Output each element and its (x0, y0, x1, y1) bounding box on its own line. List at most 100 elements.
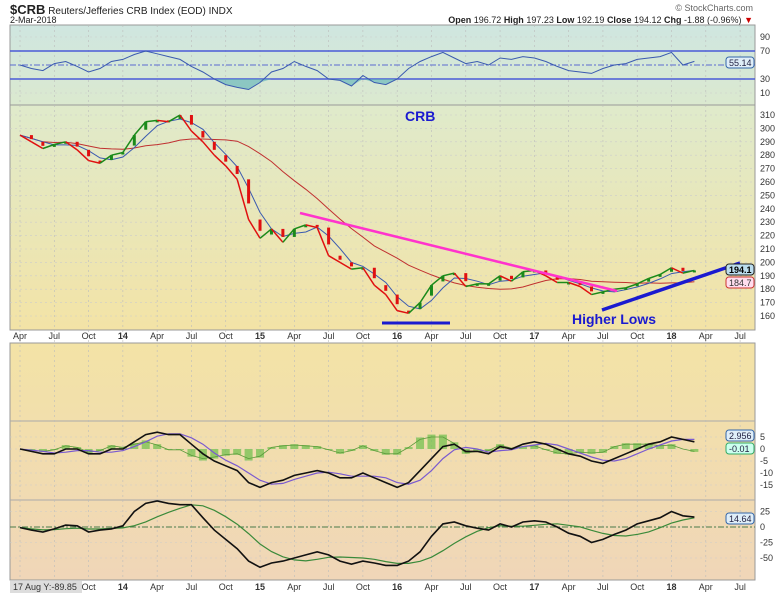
macd-histogram-bar (221, 449, 230, 456)
macd-histogram-bar (233, 449, 242, 455)
x-tick-label: Apr (562, 331, 576, 341)
price-segment (579, 285, 592, 296)
macd-histogram-bar (530, 445, 539, 449)
price-segment (614, 287, 626, 290)
price-segment (225, 165, 238, 180)
price-axis-label: 300 (760, 123, 775, 133)
price-segment (19, 134, 32, 143)
hist-tag (725, 442, 755, 455)
price-candle (670, 267, 674, 272)
chg-label: Chg (664, 15, 682, 25)
price-candle (52, 144, 56, 147)
price-segment (168, 114, 181, 123)
macd-histogram-bar (598, 449, 607, 453)
macd-histogram-bar (667, 444, 676, 449)
price-candle (247, 179, 251, 204)
price-candle (475, 283, 479, 286)
price-segment (442, 272, 455, 277)
osc-axis-label: 0 (760, 522, 765, 532)
osc-axis-label: -25 (760, 538, 773, 548)
x-tick-label: 17 (529, 331, 539, 341)
price-candle (189, 115, 193, 125)
index-name: Reuters/Jefferies CRB Index (EOD) (48, 6, 206, 17)
price-segment (397, 309, 409, 315)
osc-line (19, 500, 695, 569)
exchange: INDX (208, 6, 233, 17)
osc-signal-line (19, 504, 695, 565)
price-segment (190, 130, 204, 143)
price-segment (328, 255, 341, 264)
rsi-axis-label: 70 (760, 46, 770, 56)
rsi-line (19, 50, 695, 91)
price-candle (418, 302, 422, 310)
price-segment (385, 294, 398, 312)
x-tick-label: Oct (630, 582, 645, 592)
price-segment (431, 275, 444, 286)
price-segment (568, 281, 581, 288)
low-value: 192.19 (576, 15, 605, 25)
macd-histogram-bar (450, 442, 459, 449)
symbol: $CRB (10, 2, 46, 17)
price-segment (351, 267, 363, 270)
price-segment (408, 302, 421, 314)
price-segment (419, 284, 433, 304)
price-candle (635, 283, 639, 287)
price-segment (42, 143, 55, 150)
high-value: 197.23 (526, 15, 554, 25)
macd-histogram-bar (690, 449, 699, 452)
x-tick-label: Jul (460, 582, 472, 592)
ma-tag (725, 276, 755, 289)
price-axis-label: 310 (760, 110, 775, 120)
higher-lows-annotation: Higher Lows (572, 311, 656, 327)
x-tick-label: Jul (186, 582, 198, 592)
macd-histogram-bar (656, 445, 665, 449)
macd-histogram-bar (187, 449, 196, 457)
price-segment (122, 134, 135, 153)
price-candle (75, 141, 79, 147)
macd-histogram-bar (313, 446, 322, 449)
price-candle (601, 291, 605, 294)
macd-histogram-bar (38, 449, 47, 452)
price-candle (498, 275, 502, 281)
price-segment (465, 283, 478, 288)
price-segment (316, 227, 330, 256)
price-candle (544, 270, 548, 274)
price-segment (99, 154, 112, 164)
price-segment (294, 224, 306, 230)
price-segment (362, 267, 375, 286)
x-tick-label: Jul (323, 582, 335, 592)
macd-histogram-bar (484, 449, 493, 451)
x-tick-label: Apr (287, 331, 301, 341)
price-segment (659, 267, 672, 276)
macd-histogram-bar (278, 445, 287, 449)
hist-tag-value: -0.01 (729, 444, 750, 454)
x-tick-label: 16 (392, 331, 402, 341)
price-candle (658, 274, 662, 277)
price-candle (178, 115, 182, 120)
price-segment (511, 271, 524, 282)
macd-histogram-bar (576, 449, 585, 453)
macd-histogram-bar (633, 443, 642, 449)
price-candle (464, 273, 468, 282)
x-tick-label: 15 (255, 582, 265, 592)
macd-histogram-bar (290, 444, 299, 449)
close-value: 194.12 (633, 15, 662, 25)
x-tick-label: 18 (667, 331, 677, 341)
macd-axis-label: 5 (760, 432, 765, 442)
x-tick-label: Jul (734, 582, 746, 592)
chart-date: 2-Mar-2018 (10, 15, 57, 25)
ma-long-line (19, 134, 695, 290)
price-axis-label: 210 (760, 244, 775, 254)
x-tick-label: Jul (323, 331, 335, 341)
macd-histogram-bar (347, 449, 356, 451)
price-tag-value: 194.1 (729, 265, 752, 275)
macd-axis-label: -15 (760, 480, 773, 490)
macd-histogram-bar (621, 443, 630, 449)
price-segment (625, 283, 638, 289)
macd-histogram-bar (553, 449, 562, 454)
price-candle (258, 219, 262, 231)
price-candle (555, 275, 559, 280)
chart-title: $CRB Reuters/Jefferies CRB Index (EOD) I… (10, 2, 233, 17)
macd-histogram-bar (267, 447, 276, 449)
